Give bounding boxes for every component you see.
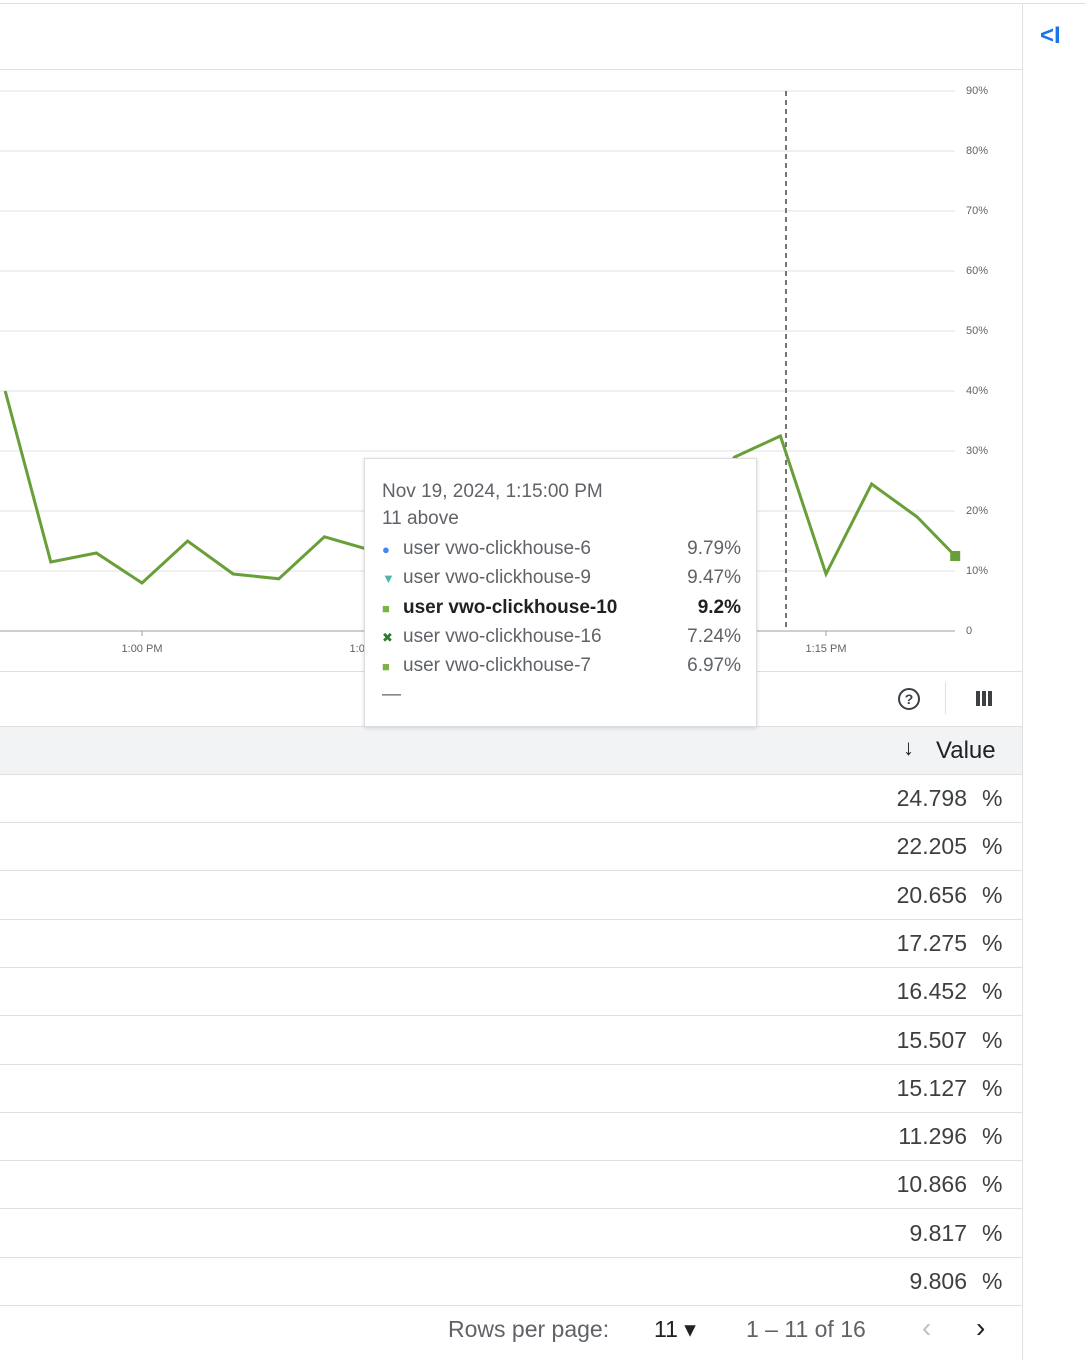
value-cell: 15.507 <box>896 1026 967 1053</box>
unit-cell: % <box>982 1268 1003 1294</box>
column-header[interactable]: Value <box>936 737 996 764</box>
series-end-marker <box>950 551 961 561</box>
tooltip-series-value: 7.24% <box>687 625 741 647</box>
tooltip-series-value: 6.97% <box>687 655 741 677</box>
unit-cell: % <box>982 1026 1003 1053</box>
y-tick-label: 80% <box>966 145 988 157</box>
table-row[interactable]: 15.507% <box>0 1016 1022 1065</box>
rows-per-page-value: 11 <box>654 1316 678 1342</box>
rows-per-page-label: Rows per page: <box>448 1316 610 1342</box>
tooltip-series-value: 9.2% <box>697 596 741 618</box>
tooltip: Nov 19, 2024, 1:15:00 PM 11 above ● user … <box>364 458 757 727</box>
toolbar-separator <box>945 682 946 714</box>
legend-symbol: ▼ <box>382 571 395 587</box>
unit-cell: % <box>982 978 1003 1005</box>
table-row[interactable]: 20.656% <box>0 871 1022 920</box>
legend-symbol: ● <box>382 542 390 557</box>
value-cell: 11.296 <box>898 1123 967 1150</box>
unit-cell: % <box>982 1074 1003 1101</box>
footer: Rows per page: 11 ▾ 1 – 11 of 16 ‹ › <box>0 1306 1022 1360</box>
tooltip-more: — <box>382 684 401 705</box>
tooltip-series-name: user vwo-clickhouse-10 <box>403 596 618 618</box>
side-panel <box>1022 3 1086 1360</box>
table-row[interactable]: 22.205% <box>0 822 1022 872</box>
tooltip-series-name: user vwo-clickhouse-16 <box>403 625 602 647</box>
value-cell: 20.656 <box>896 881 967 908</box>
columns-icon[interactable] <box>975 690 995 708</box>
y-tick-label: 60% <box>966 265 988 277</box>
prev-page[interactable]: ‹ <box>922 1312 932 1343</box>
tooltip-series-name: user vwo-clickhouse-9 <box>403 567 591 589</box>
next-page[interactable]: › <box>976 1312 986 1343</box>
legend-symbol: ■ <box>382 659 390 675</box>
table-row[interactable]: 9.817% <box>0 1209 1022 1258</box>
table-row[interactable]: 10.866% <box>0 1160 1022 1210</box>
legend-symbol: ✖ <box>382 629 393 645</box>
table-row[interactable]: 16.452% <box>0 967 1022 1017</box>
y-tick-label: 10% <box>966 565 988 577</box>
y-tick-label: 50% <box>966 325 988 337</box>
table-row[interactable]: 9.806% <box>0 1257 1022 1306</box>
value-cell: 16.452 <box>896 978 967 1005</box>
table-row[interactable]: 11.296% <box>0 1112 1022 1162</box>
tooltip-series-name: user vwo-clickhouse-6 <box>403 538 591 559</box>
rows-per-page-select[interactable]: 11 ▾ <box>654 1316 696 1342</box>
table-row[interactable]: 15.127% <box>0 1064 1022 1113</box>
value-cell: 9.817 <box>909 1219 967 1246</box>
value-cell: 24.798 <box>896 785 967 811</box>
top-border <box>0 3 1086 4</box>
tooltip-series-value: 9.47% <box>687 567 741 589</box>
tooltip-title: Nov 19, 2024, 1:15:00 PM <box>382 481 603 502</box>
y-tick-label: 90% <box>966 85 988 97</box>
value-cell: 10.866 <box>896 1171 967 1198</box>
table-row[interactable]: 24.798% <box>0 774 1022 823</box>
value-cell: 17.275 <box>896 929 967 956</box>
y-tick-label: 30% <box>966 445 988 457</box>
value-cell: 9.806 <box>909 1268 967 1294</box>
unit-cell: % <box>982 1171 1003 1198</box>
y-tick-label: 20% <box>966 505 988 517</box>
unit-cell: % <box>982 1123 1003 1150</box>
unit-cell: % <box>982 929 1003 956</box>
table-header: ↓ Value <box>0 726 1022 775</box>
value-cell: 22.205 <box>896 833 967 860</box>
collapse-button[interactable]: <I <box>1040 22 1061 49</box>
y-tick-label: 70% <box>966 205 988 217</box>
table-row[interactable]: 17.275% <box>0 919 1022 968</box>
tooltip-series-value: 9.79% <box>687 538 741 559</box>
tooltip-subtitle: 11 above <box>382 508 459 529</box>
value-cell: 15.127 <box>896 1074 967 1101</box>
x-tick-label: 1:00 PM <box>122 643 163 655</box>
y-tick-label: 0 <box>966 625 972 637</box>
unit-cell: % <box>982 785 1003 811</box>
header-divider <box>0 69 1022 70</box>
unit-cell: % <box>982 833 1003 860</box>
unit-cell: % <box>982 1219 1003 1246</box>
legend-symbol: ■ <box>382 600 390 616</box>
page-range: 1 – 11 of 16 <box>746 1316 866 1342</box>
tooltip-series-name: user vwo-clickhouse-7 <box>403 655 591 677</box>
sort-arrow[interactable]: ↓ <box>903 735 914 760</box>
y-tick-label: 40% <box>966 385 988 397</box>
unit-cell: % <box>982 881 1003 908</box>
x-tick-label: 1:15 PM <box>806 643 847 655</box>
help-icon[interactable]: ? <box>898 688 920 710</box>
